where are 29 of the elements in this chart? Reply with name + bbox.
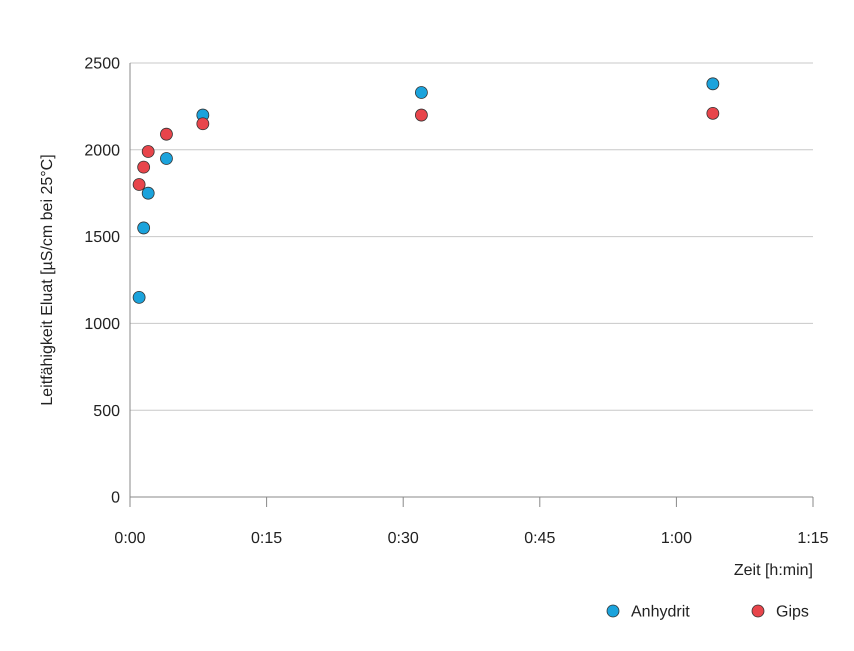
point bbox=[414, 108, 428, 122]
x-tick-label: 0:30 bbox=[388, 530, 419, 547]
x-tick-label: 0:15 bbox=[251, 530, 282, 547]
y-tick-label: 1500 bbox=[84, 229, 120, 246]
x-tick-label: 0:00 bbox=[114, 530, 146, 547]
point bbox=[137, 222, 150, 234]
y-tick-label: 1000 bbox=[84, 316, 120, 333]
x-tick-label: 0:45 bbox=[524, 530, 556, 547]
point bbox=[160, 152, 173, 165]
point bbox=[142, 186, 155, 200]
legend-label: Anhydrit bbox=[631, 604, 690, 621]
y-tick-label: 0 bbox=[111, 490, 120, 507]
x-axis-title: Zeit [h:min] bbox=[734, 562, 813, 579]
y-tick-label: 2500 bbox=[84, 56, 120, 73]
x-tick-label: 1:15 bbox=[797, 530, 829, 547]
x-tick-label: 1:00 bbox=[660, 530, 692, 547]
point bbox=[132, 178, 146, 191]
legend-label: Gips bbox=[776, 604, 809, 621]
point bbox=[142, 145, 155, 158]
point bbox=[196, 117, 210, 130]
point bbox=[132, 290, 146, 304]
point bbox=[160, 128, 173, 141]
point bbox=[706, 106, 720, 120]
point bbox=[137, 160, 150, 174]
y-axis-title: Leitfähigkeit Eluat [µS/cm bei 25°C] bbox=[39, 154, 56, 406]
point bbox=[414, 86, 428, 99]
point bbox=[706, 77, 720, 90]
y-tick-label: 500 bbox=[93, 402, 120, 420]
y-tick-label: 2000 bbox=[84, 142, 120, 160]
